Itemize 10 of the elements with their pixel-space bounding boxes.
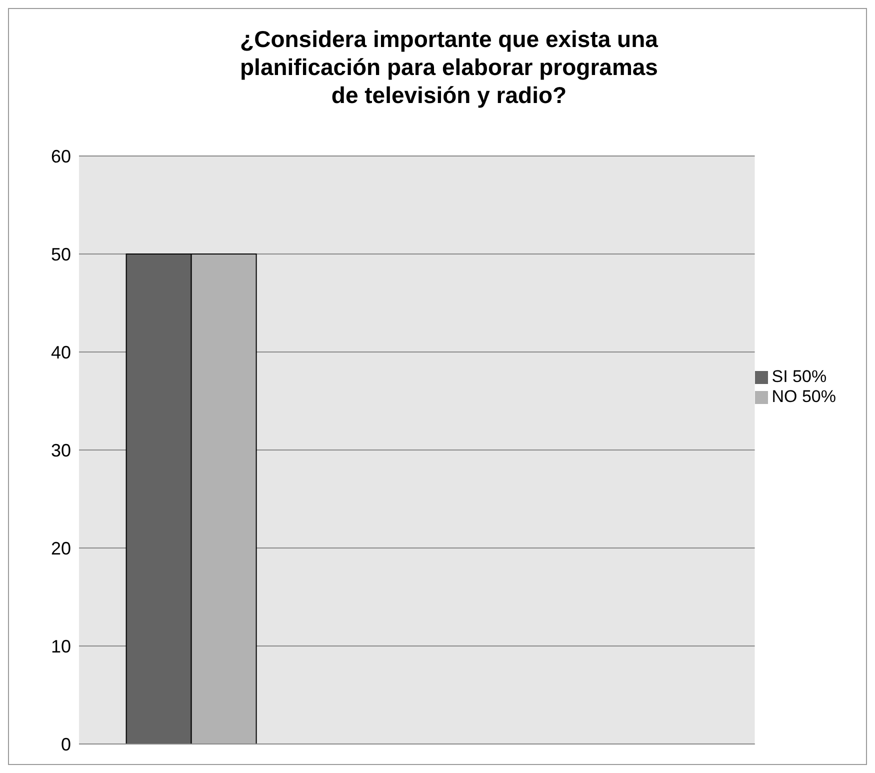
- y-tick-label: 50: [50, 244, 71, 264]
- y-tick-label: 0: [60, 734, 71, 754]
- y-tick-label: 60: [50, 146, 71, 166]
- y-tick-label: 30: [50, 440, 71, 460]
- chart-title: ¿Considera importante que exista una planificación para elaborar programas de televisión y radio?: [239, 25, 659, 109]
- legend-label: SI 50%: [772, 366, 827, 386]
- y-tick-label: 10: [50, 636, 71, 656]
- y-tick-label: 40: [50, 342, 71, 362]
- legend-label: NO 50%: [772, 386, 836, 406]
- y-tick-label: 20: [50, 538, 71, 558]
